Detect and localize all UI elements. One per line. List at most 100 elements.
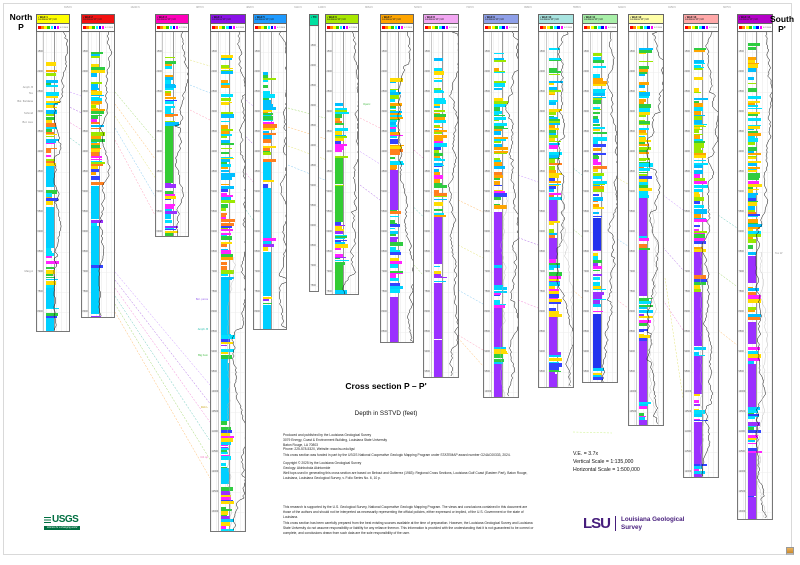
lithology-band — [593, 260, 603, 263]
lithology-band — [221, 197, 232, 200]
lithology-band — [263, 113, 274, 115]
lithology-band — [748, 288, 759, 291]
log-scale-row: 0.2 2000 — [36, 24, 70, 32]
lithology-band — [639, 72, 647, 75]
lithology-legend-swatch — [560, 25, 564, 30]
depth-tick-label: 3000 — [254, 109, 260, 113]
lithology-band — [748, 64, 759, 68]
lithology-band — [434, 58, 443, 61]
depth-tick-label: 4000 — [424, 149, 430, 153]
usgs-wordmark: USGS — [44, 515, 80, 525]
lithology-band — [748, 415, 760, 418]
depth-tick-label: 4500 — [738, 169, 744, 173]
well-name: • Well 10 — [540, 14, 552, 19]
lithology-band — [549, 108, 562, 111]
lithology-band — [165, 125, 173, 183]
log-curve — [53, 32, 69, 331]
depth-tick-label: 1500 — [484, 49, 490, 53]
well-header: • Well 14 Louisiana SP | ILD — [737, 14, 773, 24]
lsu-acronym: LSU — [583, 515, 611, 532]
well-header: • Well 6 Louisiana SP | ILD — [325, 14, 359, 24]
lithology-band — [748, 189, 754, 194]
lithology-band — [165, 107, 171, 111]
lithology-band — [494, 60, 506, 63]
lithology-band — [549, 374, 557, 387]
lithology-legend-swatch — [83, 25, 86, 30]
correlation-line — [662, 194, 684, 211]
lithology-legend-swatch — [495, 25, 499, 30]
lithology-band — [165, 116, 174, 118]
lithology-band — [221, 164, 231, 168]
lithology-band — [221, 208, 227, 212]
lithology-band — [494, 138, 506, 142]
depth-tick-label: 5000 — [82, 189, 88, 193]
lithology-band — [434, 178, 441, 183]
well-header: • Well 5 Louisiana SP | ILD — [253, 14, 287, 24]
lithology-band — [748, 180, 759, 185]
lithology-band — [549, 268, 554, 271]
lithology-band — [549, 111, 557, 115]
lithology-band — [549, 173, 563, 175]
lithology-band — [91, 156, 102, 159]
depth-tick-label: 2000 — [583, 69, 589, 73]
lithology-band — [593, 200, 599, 203]
track-divider — [88, 32, 89, 317]
lithology-band — [263, 159, 276, 162]
lithology-band — [390, 115, 402, 118]
correlation-line — [69, 122, 82, 130]
formation-top-label: Rob L — [200, 406, 208, 409]
depth-tick-label: 3000 — [629, 109, 635, 113]
lithology-band — [221, 112, 233, 115]
formation-top-label: Bol. mex — [22, 121, 33, 124]
lithology-band — [494, 171, 502, 176]
depth-tick-label: 6000 — [156, 229, 162, 233]
lithology-band — [748, 361, 754, 364]
log-track-body: 1500 2000 2500 3000 3500 4000 4500 5000 5500 6000… — [380, 32, 414, 343]
log-track-body: 1500 2000 2500 3000 3500 4000 4500 5000 5500 6000… — [81, 32, 115, 318]
lithology-band — [694, 463, 708, 466]
lithology-band — [165, 121, 179, 126]
depth-tick-label: 2000 — [326, 69, 332, 73]
lithology-legend-swatch — [333, 25, 336, 30]
correlation-line — [245, 173, 254, 183]
log-curve — [447, 32, 458, 377]
lithology-band — [593, 215, 602, 218]
correlation-line — [717, 272, 738, 287]
lithology-band — [335, 136, 347, 138]
track-divider — [646, 32, 648, 425]
well-header: • Well 13 Louisiana SP | ILD — [683, 14, 719, 24]
lithology-band — [46, 248, 52, 251]
lithology-band — [335, 231, 344, 235]
lithology-band — [639, 338, 647, 341]
depth-tick-label: 1500 — [156, 49, 162, 53]
lithology-legend-swatch — [261, 25, 264, 30]
depth-tick-label: 6500 — [82, 249, 88, 253]
lithology-band — [549, 91, 556, 94]
lithology-band — [221, 270, 234, 274]
lithology-band — [91, 83, 98, 88]
lithology-band — [494, 100, 508, 105]
lithology-band — [221, 441, 231, 446]
lithology-band — [748, 255, 756, 283]
lithology-band — [434, 214, 447, 218]
lithology-band — [748, 153, 761, 156]
depth-tick-label: 8500 — [484, 329, 490, 333]
depth-tick-label: 4000 — [254, 149, 260, 153]
depth-tick-label: 5500 — [310, 203, 316, 207]
lithology-band — [694, 87, 700, 92]
depth-tick-label: 5500 — [381, 209, 387, 213]
depth-tick-label: 11000 — [211, 429, 218, 433]
lithology-legend-swatch — [491, 25, 495, 30]
well-name: • Well 2 — [83, 14, 93, 19]
lithology-band — [46, 148, 52, 153]
formation-top-label: Tex W — [775, 252, 783, 255]
lithology-band — [335, 113, 342, 118]
depth-tick-label: 3500 — [629, 129, 635, 133]
lithology-band — [434, 182, 442, 185]
lithology-band — [748, 234, 761, 237]
lithology-band — [221, 94, 234, 98]
depth-tick-label: 5000 — [37, 189, 43, 193]
depth-tick-label: 1500 — [583, 49, 589, 53]
lithology-band — [748, 193, 758, 195]
lithology-band — [165, 190, 173, 194]
